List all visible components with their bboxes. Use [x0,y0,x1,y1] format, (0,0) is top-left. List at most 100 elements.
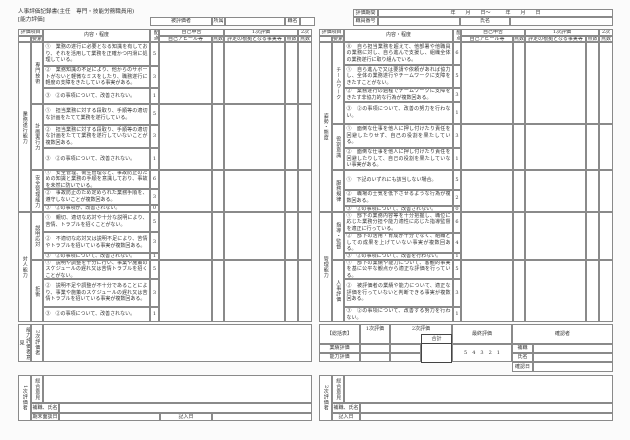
self-score-field[interactable] [212,104,224,170]
first-basis-field[interactable] [525,260,586,322]
self-appeal-field[interactable] [159,260,212,322]
first-basis-field[interactable] [224,104,285,170]
self-score-field[interactable] [212,212,224,260]
self-appeal-field[interactable] [461,42,513,124]
criterion-text: ① 説明や調整を十分に行い、事業や施策のスケジュールの遅れ又は苦情トラブルを招く… [43,260,150,279]
self-appeal-field[interactable] [159,170,212,212]
first-score-field[interactable] [586,42,599,124]
second-overall-field[interactable] [344,375,613,403]
first-basis-field[interactable] [525,124,586,170]
position-label: 職名 [285,17,300,26]
criterion-text-text: ② 説明不足や調整が不十分であることにより、事業や施策のスケジュールの遅れ又は苦… [45,283,148,303]
left-header-first-eval: 1次評価 [224,29,298,36]
criterion-points: 1 [150,148,159,170]
criterion-text: ③ ②の事項について、改善する努力を行わない。 [344,307,453,322]
second-entry-date-label: 記入日 [332,413,360,421]
second-score-field[interactable] [298,104,312,170]
first-score-field[interactable] [586,170,599,212]
first-score-field[interactable] [285,42,298,104]
criterion-text-text: ③ ②の事項について、改善を行わない。 [346,253,442,260]
performance-second-field[interactable] [390,344,421,353]
self-appeal-field[interactable] [159,104,212,170]
criterion-text-text: ② 職場の士気を低下させるような行為が複数回ある。 [346,191,451,204]
self-score-field[interactable] [212,260,224,322]
first-basis-field[interactable] [224,170,285,212]
criterion-text: ③ ②の事項について、改善されない。 [43,253,150,260]
self-score-field[interactable] [513,260,525,322]
second-score-field[interactable] [298,260,312,322]
criterion-points: 1 [453,102,461,124]
first-interview-field[interactable] [59,413,160,421]
ability-first-field[interactable] [360,353,390,362]
period-field[interactable]: 年 月 日～ 年 月 日 [378,9,613,17]
performance-first-field[interactable] [360,344,390,353]
staff-no-field[interactable] [378,17,460,26]
left-header-second-eval: 2次 [298,29,312,36]
criterion-text-text: ② 部下の活用・育成が十分でなく、組織としての成果を上げていない事実が複数回ある… [346,233,451,253]
first-overall-field[interactable] [43,375,312,403]
ability-second-field[interactable] [390,353,421,362]
criterion-points: 5 [453,260,461,279]
total-field[interactable] [421,343,452,363]
self-appeal-field[interactable] [461,212,513,260]
criterion-text-text: ① 面倒な仕事を他人に押し付けたり責任を回避したりせず、自己の役割を果たしている… [346,126,451,146]
self-appeal-field[interactable] [159,42,212,104]
second-entry-date-field[interactable] [360,413,613,421]
criterion-text: ① 面倒な仕事を他人に押し付けたり責任を回避したりせず、自己の役割を果たしている… [344,124,453,148]
confirmer-post-field[interactable] [533,344,613,353]
self-appeal-field[interactable] [461,170,513,212]
self-score-field[interactable] [513,170,525,212]
second-post-name-field[interactable] [360,403,613,413]
second-score-field[interactable] [599,260,613,322]
second-score-field[interactable] [599,170,613,212]
criterion-text: ② 業務知識の不足により、他からのサポートがないと軽微なミスをしたり、職務遂行に… [43,66,150,88]
first-basis-field[interactable] [224,212,285,260]
second-score-field[interactable] [599,212,613,260]
self-score-field[interactable] [212,42,224,104]
self-score-field[interactable] [513,124,525,170]
second-overall-label: 総合意見 [332,375,344,403]
second-score-field[interactable] [599,124,613,170]
first-score-field[interactable] [586,212,599,260]
first-entry-date-field[interactable] [212,413,312,421]
criterion-text-text: ① 説明や調整を十分に行い、事業や施策のスケジュールの遅れ又は苦情トラブルを招く… [45,260,148,279]
first-basis-field[interactable] [525,42,586,124]
confirm-date-field[interactable] [533,362,613,372]
self-score-field[interactable] [513,212,525,260]
confirm-date-label: 確認日 [512,362,533,372]
self-appeal-field[interactable] [461,260,513,322]
form-subtitle: [能力評価] [18,17,45,23]
self-appeal-field[interactable] [159,212,212,260]
second-score-field[interactable] [599,42,613,124]
criterion-text: ① 親切、適切な応対や十分な説明により、苦情、トラブルを招くことがない。 [43,212,150,232]
right-header-first-eval: 1次評価 [525,29,599,36]
second-score-field[interactable] [298,170,312,212]
criterion-text-text: ② 担当業務に対する段取り、手順等の適切な計画をたてて業務を遂行していないことが… [45,126,148,146]
first-score-field[interactable] [586,124,599,170]
first-post-name-field[interactable] [59,403,312,413]
name-field[interactable] [510,17,613,26]
second-opinion-field[interactable] [43,324,312,362]
first-basis-field[interactable] [525,170,586,212]
dept-field[interactable] [225,17,285,26]
second-score-field[interactable] [298,42,312,104]
first-score-field[interactable] [586,260,599,322]
self-appeal-field[interactable] [461,124,513,170]
first-basis-field[interactable] [224,260,285,322]
criterion-text-text: ② 業務遂行の過程でチームワークに支障をきたす非協力的な行為が複数回ある。 [346,88,451,101]
first-basis-field[interactable] [525,212,586,260]
second-score-field[interactable] [298,212,312,260]
first-score-field[interactable] [285,170,298,212]
position-field[interactable] [300,17,315,26]
confirmer-name-field[interactable] [533,353,613,362]
first-score-field[interactable] [285,260,298,322]
first-score-field[interactable] [285,212,298,260]
self-score-field[interactable] [513,42,525,124]
first-score-field[interactable] [285,104,298,170]
criterion-text: ② 説明不足や調整が不十分であることにより、事業や施策のスケジュールの遅れ又は苦… [43,279,150,307]
final-scale[interactable]: 5 4 3 2 1 [452,344,512,362]
criterion-text-text: ② 不適切な応対又は説明不足により、苦情やトラブルを招いている事実が複数回ある。 [45,235,148,249]
self-score-field[interactable] [212,170,224,212]
first-basis-field[interactable] [224,42,285,104]
criterion-text: ① 部下の業績や能力について、客観的事実を基に公平な観点から適正な評価を行ってい… [344,260,453,279]
